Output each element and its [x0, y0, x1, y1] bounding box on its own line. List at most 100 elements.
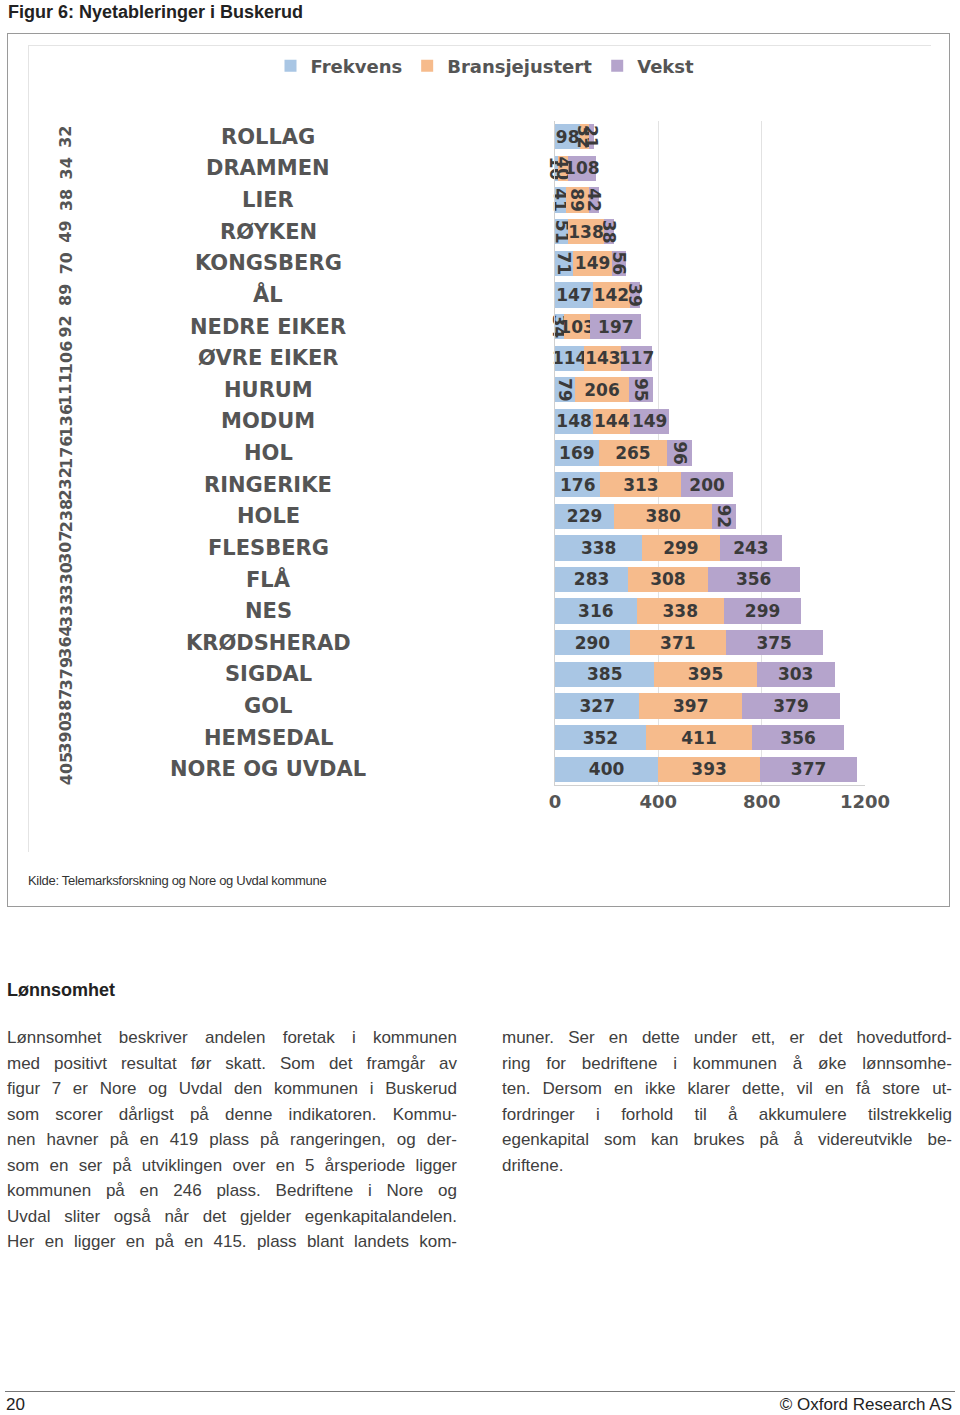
- svg-text:32: 32: [574, 125, 594, 149]
- svg-text:379: 379: [57, 657, 76, 690]
- svg-text:HOLE: HOLE: [237, 504, 300, 528]
- svg-text:303: 303: [778, 664, 814, 684]
- svg-text:149: 149: [632, 411, 668, 431]
- svg-text:34: 34: [57, 157, 76, 179]
- svg-text:327: 327: [579, 696, 615, 716]
- svg-text:89: 89: [567, 188, 587, 212]
- svg-text:411: 411: [681, 728, 717, 748]
- svg-text:108: 108: [564, 158, 600, 178]
- svg-text:265: 265: [615, 443, 651, 463]
- svg-text:FLÅ: FLÅ: [246, 567, 291, 592]
- svg-text:377: 377: [791, 759, 827, 779]
- svg-text:NEDRE EIKER: NEDRE EIKER: [190, 315, 346, 339]
- svg-text:800: 800: [743, 791, 781, 812]
- svg-text:1200: 1200: [840, 791, 890, 812]
- svg-text:KONGSBERG: KONGSBERG: [195, 251, 342, 275]
- svg-text:176: 176: [57, 436, 76, 469]
- svg-text:136: 136: [57, 404, 76, 437]
- svg-text:397: 397: [673, 696, 709, 716]
- svg-text:393: 393: [691, 759, 727, 779]
- svg-text:38: 38: [57, 189, 76, 211]
- svg-text:92: 92: [56, 315, 75, 337]
- svg-text:387: 387: [56, 689, 75, 722]
- svg-text:380: 380: [645, 506, 681, 526]
- svg-text:DRAMMEN: DRAMMEN: [206, 156, 330, 180]
- svg-text:Bransjejustert: Bransjejustert: [447, 56, 592, 77]
- svg-text:338: 338: [663, 601, 699, 621]
- svg-text:148: 148: [556, 411, 592, 431]
- svg-text:144: 144: [594, 411, 630, 431]
- svg-text:307: 307: [56, 530, 75, 563]
- svg-text:HEMSEDAL: HEMSEDAL: [204, 726, 333, 750]
- svg-text:299: 299: [663, 538, 699, 558]
- svg-text:49: 49: [56, 220, 75, 242]
- svg-text:ØVRE EIKER: ØVRE EIKER: [198, 346, 339, 370]
- svg-text:299: 299: [745, 601, 781, 621]
- svg-text:379: 379: [773, 696, 809, 716]
- svg-text:HOL: HOL: [244, 441, 293, 465]
- svg-text:70: 70: [57, 252, 76, 274]
- svg-text:338: 338: [581, 538, 617, 558]
- svg-text:KRØDSHERAD: KRØDSHERAD: [186, 631, 351, 655]
- svg-text:89: 89: [56, 284, 75, 306]
- svg-text:Frekvens: Frekvens: [311, 56, 403, 77]
- svg-text:LIER: LIER: [242, 188, 294, 212]
- svg-text:313: 313: [623, 475, 659, 495]
- svg-text:41: 41: [550, 188, 570, 212]
- svg-text:176: 176: [560, 475, 596, 495]
- svg-text:114: 114: [552, 348, 588, 368]
- svg-text:21: 21: [581, 125, 601, 149]
- svg-text:405: 405: [57, 752, 76, 785]
- svg-text:283: 283: [574, 569, 610, 589]
- svg-text:356: 356: [780, 728, 816, 748]
- svg-text:39: 39: [625, 283, 645, 307]
- svg-text:200: 200: [689, 475, 725, 495]
- svg-text:308: 308: [650, 569, 686, 589]
- svg-text:ÅL: ÅL: [253, 282, 283, 307]
- svg-text:MODUM: MODUM: [221, 409, 315, 433]
- svg-text:333: 333: [57, 594, 76, 627]
- svg-text:40: 40: [553, 157, 573, 181]
- svg-text:GOL: GOL: [244, 694, 292, 718]
- svg-text:HURUM: HURUM: [224, 378, 313, 402]
- svg-text:232: 232: [56, 467, 75, 500]
- svg-text:92: 92: [714, 504, 734, 528]
- svg-text:316: 316: [578, 601, 614, 621]
- svg-text:10: 10: [546, 157, 566, 181]
- svg-text:330: 330: [57, 562, 76, 595]
- svg-text:395: 395: [688, 664, 724, 684]
- svg-text:385: 385: [587, 664, 623, 684]
- svg-text:290: 290: [575, 633, 611, 653]
- svg-text:38: 38: [599, 220, 619, 244]
- svg-text:400: 400: [589, 759, 625, 779]
- svg-text:Vekst: Vekst: [637, 56, 694, 77]
- svg-text:206: 206: [584, 380, 620, 400]
- svg-text:106: 106: [57, 341, 76, 374]
- svg-text:96: 96: [670, 441, 690, 465]
- svg-text:RØYKEN: RØYKEN: [220, 220, 317, 244]
- svg-text:NORE OG UVDAL: NORE OG UVDAL: [170, 757, 366, 781]
- svg-text:98: 98: [556, 127, 580, 147]
- svg-text:NES: NES: [245, 599, 292, 623]
- svg-text:352: 352: [583, 728, 619, 748]
- svg-text:0: 0: [549, 791, 562, 812]
- svg-text:229: 229: [567, 506, 603, 526]
- svg-text:32: 32: [56, 126, 75, 148]
- svg-text:169: 169: [559, 443, 595, 463]
- svg-text:RINGERIKE: RINGERIKE: [204, 473, 332, 497]
- svg-text:ROLLAG: ROLLAG: [221, 125, 315, 149]
- svg-text:238: 238: [57, 499, 76, 532]
- svg-text:56: 56: [609, 251, 629, 275]
- svg-text:243: 243: [733, 538, 769, 558]
- svg-text:103: 103: [559, 317, 595, 337]
- svg-text:SIGDAL: SIGDAL: [225, 662, 312, 686]
- svg-text:400: 400: [640, 791, 678, 812]
- svg-text:149: 149: [575, 253, 611, 273]
- svg-text:71: 71: [554, 251, 574, 275]
- svg-text:147: 147: [556, 285, 592, 305]
- svg-text:356: 356: [736, 569, 772, 589]
- svg-text:34: 34: [549, 315, 569, 339]
- svg-text:197: 197: [598, 317, 634, 337]
- svg-text:390: 390: [56, 720, 75, 753]
- svg-text:371: 371: [660, 633, 696, 653]
